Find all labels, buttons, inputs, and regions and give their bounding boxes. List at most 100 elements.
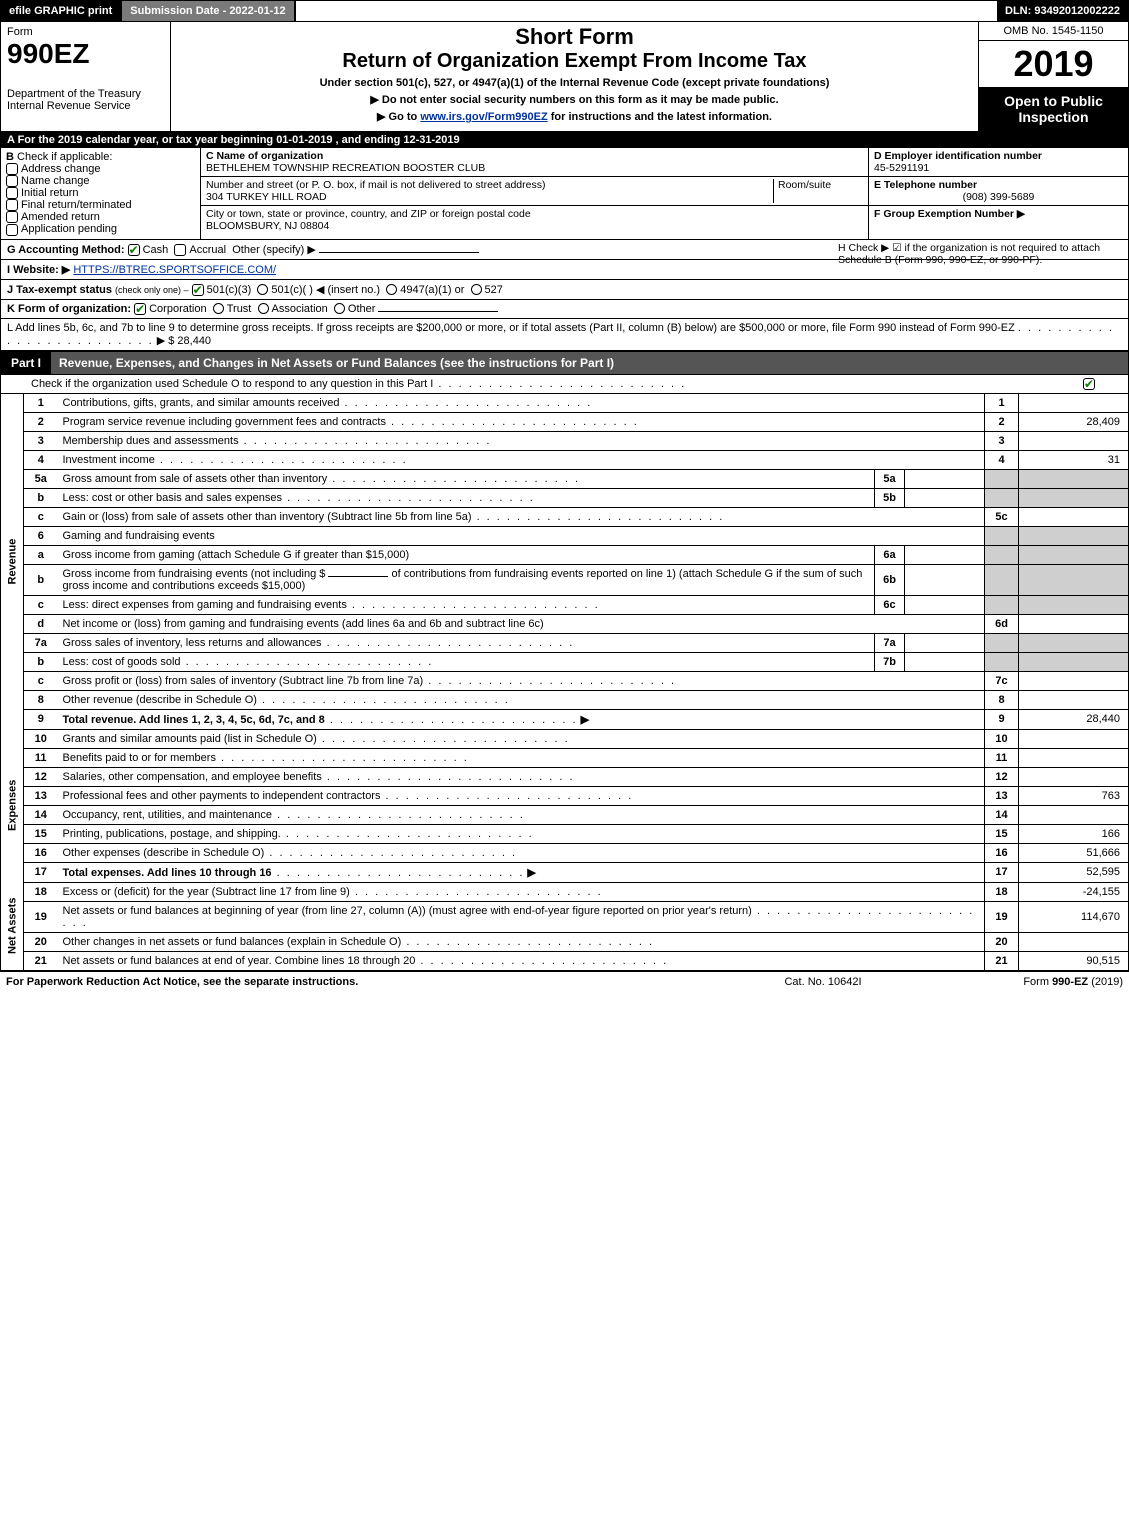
check-amended-return[interactable] [6, 211, 18, 223]
line-6b: b Gross income from fundraising events (… [1, 564, 1129, 595]
l9-no: 9 [24, 709, 58, 729]
radio-trust[interactable] [213, 303, 224, 314]
label-501c: 501(c)( ) ◀ (insert no.) [271, 284, 380, 296]
title-main: Return of Organization Exempt From Incom… [177, 50, 972, 73]
check-name-change[interactable] [6, 175, 18, 187]
radio-527[interactable] [471, 284, 482, 295]
efile-label[interactable]: efile GRAPHIC print [1, 1, 120, 21]
check-address-change[interactable] [6, 163, 18, 175]
line-18: Net Assets 18 Excess or (deficit) for th… [1, 882, 1129, 901]
other-org-input[interactable] [378, 311, 498, 312]
l9-col: 9 [985, 709, 1019, 729]
org-address: 304 TURKEY HILL ROAD [206, 191, 773, 203]
l-row: L Add lines 5b, 6c, and 7b to line 9 to … [0, 319, 1129, 351]
l11-col: 11 [985, 748, 1019, 767]
label-amended-return: Amended return [21, 211, 100, 223]
f-label: F Group Exemption Number ▶ [874, 208, 1123, 220]
line-3: 3 Membership dues and assessments 3 [1, 431, 1129, 450]
dln-label: DLN: 93492012002222 [997, 1, 1128, 21]
l5b-subval[interactable] [905, 488, 985, 507]
part1-title: Revenue, Expenses, and Changes in Net As… [51, 352, 1128, 374]
g-label: G Accounting Method: [7, 244, 125, 256]
label-501c3: 501(c)(3) [207, 284, 252, 296]
line-6c: c Less: direct expenses from gaming and … [1, 595, 1129, 614]
check-initial-return[interactable] [6, 187, 18, 199]
l16-desc: Other expenses (describe in Schedule O) [63, 847, 265, 859]
l6b-sub: 6b [875, 564, 905, 595]
note-goto-pre: ▶ Go to [377, 111, 420, 123]
check-final-return[interactable] [6, 199, 18, 211]
l20-no: 20 [24, 932, 58, 951]
l7a-no: 7a [24, 633, 58, 652]
topbar-spacer [296, 1, 997, 21]
top-bar: efile GRAPHIC print Submission Date - 20… [0, 0, 1129, 22]
city-label: City or town, state or province, country… [206, 208, 863, 220]
l17-desc: Total expenses. Add lines 10 through 16 [63, 867, 272, 879]
header-left: Form 990EZ Department of the Treasury In… [1, 22, 171, 131]
l6c-sub: 6c [875, 595, 905, 614]
l14-val [1019, 805, 1129, 824]
line-14: 14 Occupancy, rent, utilities, and maint… [1, 805, 1129, 824]
l5b-no: b [24, 488, 58, 507]
check-application-pending[interactable] [6, 224, 18, 236]
line-15: 15 Printing, publications, postage, and … [1, 824, 1129, 843]
page-footer: For Paperwork Reduction Act Notice, see … [0, 971, 1129, 992]
l7a-sub: 7a [875, 633, 905, 652]
line-21: 21 Net assets or fund balances at end of… [1, 951, 1129, 970]
check-schedule-o[interactable] [1083, 378, 1095, 390]
irs-link[interactable]: www.irs.gov/Form990EZ [420, 111, 547, 123]
line-19: 19 Net assets or fund balances at beginn… [1, 901, 1129, 932]
l5a-sub: 5a [875, 469, 905, 488]
l19-val: 114,670 [1019, 901, 1129, 932]
check-corporation[interactable] [134, 303, 146, 315]
l5a-subval[interactable] [905, 469, 985, 488]
line-6a: a Gross income from gaming (attach Sched… [1, 545, 1129, 564]
l3-col: 3 [985, 431, 1019, 450]
l7b-subval[interactable] [905, 652, 985, 671]
irs-label: Internal Revenue Service [7, 100, 164, 112]
l9-desc: Total revenue. Add lines 1, 2, 3, 4, 5c,… [63, 714, 325, 726]
radio-501c[interactable] [257, 284, 268, 295]
website-link[interactable]: HTTPS://BTREC.SPORTSOFFICE.COM/ [73, 264, 276, 276]
l6d-desc: Net income or (loss) from gaming and fun… [58, 614, 985, 633]
radio-association[interactable] [258, 303, 269, 314]
check-cash[interactable] [128, 244, 140, 256]
k-label: K Form of organization: [7, 303, 131, 315]
dept-label: Department of the Treasury [7, 88, 164, 100]
line-12: 12 Salaries, other compensation, and emp… [1, 767, 1129, 786]
line-6d: d Net income or (loss) from gaming and f… [1, 614, 1129, 633]
l6a-subval[interactable] [905, 545, 985, 564]
l12-desc: Salaries, other compensation, and employ… [63, 771, 322, 783]
other-specify-input[interactable] [319, 252, 479, 253]
l1-no: 1 [24, 394, 58, 413]
check-accrual[interactable] [174, 244, 186, 256]
l12-no: 12 [24, 767, 58, 786]
line-16: 16 Other expenses (describe in Schedule … [1, 843, 1129, 862]
label-application-pending: Application pending [21, 223, 117, 235]
l6b-blank[interactable] [328, 576, 388, 577]
org-name: BETHLEHEM TOWNSHIP RECREATION BOOSTER CL… [206, 162, 863, 174]
l16-val: 51,666 [1019, 843, 1129, 862]
l6b-no: b [24, 564, 58, 595]
l7a-subval[interactable] [905, 633, 985, 652]
label-cash: Cash [143, 244, 169, 256]
l6c-subval[interactable] [905, 595, 985, 614]
l11-desc: Benefits paid to or for members [63, 752, 216, 764]
l9-val: 28,440 [1019, 709, 1129, 729]
l8-col: 8 [985, 690, 1019, 709]
check-501c3[interactable] [192, 284, 204, 296]
l2-val: 28,409 [1019, 412, 1129, 431]
l8-desc: Other revenue (describe in Schedule O) [63, 694, 257, 706]
line-5a: 5a Gross amount from sale of assets othe… [1, 469, 1129, 488]
j-note: (check only one) – [115, 285, 189, 295]
label-initial-return: Initial return [21, 187, 78, 199]
g-row: G Accounting Method: Cash Accrual Other … [0, 240, 1129, 260]
line-6: 6 Gaming and fundraising events [1, 526, 1129, 545]
l13-val: 763 [1019, 786, 1129, 805]
radio-4947[interactable] [386, 284, 397, 295]
l5a-shade2 [1019, 469, 1129, 488]
l6b-subval[interactable] [905, 564, 985, 595]
submission-date: Submission Date - 2022-01-12 [120, 1, 295, 21]
radio-other[interactable] [334, 303, 345, 314]
l10-col: 10 [985, 729, 1019, 748]
